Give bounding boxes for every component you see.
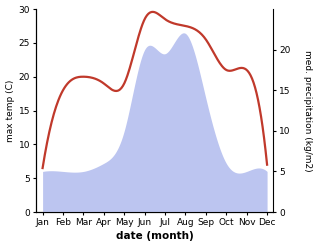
Y-axis label: max temp (C): max temp (C)	[5, 79, 15, 142]
Y-axis label: med. precipitation (kg/m2): med. precipitation (kg/m2)	[303, 50, 313, 171]
X-axis label: date (month): date (month)	[116, 231, 194, 242]
